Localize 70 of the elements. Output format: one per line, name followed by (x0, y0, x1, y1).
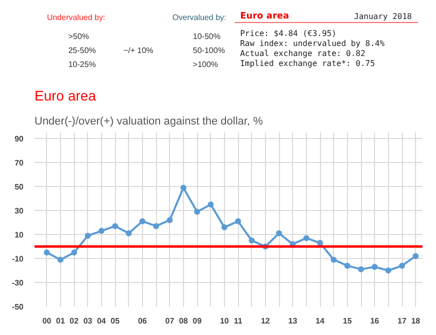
x-tick-label: 16 (370, 316, 380, 326)
point (98, 228, 104, 234)
point (71, 250, 78, 256)
text: Euro area (240, 12, 290, 22)
y-tick-label: 90 (14, 134, 24, 144)
point (317, 240, 324, 246)
point (372, 264, 378, 270)
y-tick-label: -50 (12, 302, 24, 312)
text: Implied exchange rate*: 0.75 (240, 59, 376, 68)
point (208, 202, 214, 208)
chart-title: Euro area (34, 88, 96, 104)
point (44, 250, 50, 256)
point (344, 262, 350, 269)
x-tick-label: 05 (110, 316, 120, 326)
x-tick-label: 08 (178, 316, 188, 326)
point (166, 217, 173, 224)
point (248, 238, 255, 244)
text: 50-100% (192, 46, 225, 55)
chart-subtitle: Under(-)/over(+) valuation against the dollar, % (34, 116, 264, 128)
text: 25-50% (68, 46, 96, 55)
x-tick-label: 02 (70, 316, 80, 326)
point (153, 223, 160, 230)
text: Raw index: undervalued by 8.4% (240, 39, 385, 48)
point (385, 268, 392, 274)
x-tick-label: 00 (42, 316, 52, 326)
point (412, 253, 419, 260)
point (126, 230, 132, 236)
x-tick-label: 10 (220, 316, 230, 326)
point (180, 184, 186, 191)
x-tick-label: 06 (138, 316, 148, 326)
x-tick-label: 15 (342, 316, 352, 326)
point (303, 235, 310, 242)
text: Actual exchange rate: 0.82 (240, 49, 366, 58)
y-tick-label: -30 (12, 278, 24, 288)
x-tick-label: 09 (192, 316, 202, 326)
x-tick-label: 01 (56, 316, 66, 326)
y-tick-label: 70 (14, 158, 24, 168)
point (84, 232, 91, 239)
y-tick-label: 10 (14, 230, 24, 240)
text: >50% (68, 32, 90, 41)
text: Price: $4.84 (€3.95) (240, 29, 336, 38)
x-tick-label: 18 (411, 316, 421, 326)
y-tick-label: 30 (14, 206, 24, 216)
x-tick-label: 03 (83, 316, 93, 326)
x-tick-label: 14 (316, 316, 326, 326)
text: Overvalued by: (172, 13, 226, 22)
x-tick-label: 04 (96, 316, 106, 326)
point (358, 266, 364, 272)
y-tick-label: 50 (14, 182, 24, 192)
x-tick-label: 12 (260, 316, 270, 326)
point (112, 223, 118, 230)
y-tick-label: -10 (12, 254, 24, 264)
x-tick-label: 11 (234, 316, 243, 326)
point (57, 256, 64, 263)
point (235, 218, 242, 224)
point (194, 208, 200, 215)
text: 10-50% (192, 32, 220, 41)
x-tick-label: 07 (165, 316, 175, 326)
x-tick-label: 17 (398, 316, 408, 326)
point (276, 230, 282, 236)
text: January 2018 (354, 12, 412, 21)
text: >100% (192, 60, 218, 69)
point (399, 262, 406, 269)
point (221, 224, 228, 230)
text: 10-25% (68, 60, 96, 69)
x-tick-label: 13 (288, 316, 298, 326)
point (139, 218, 146, 224)
point (330, 256, 337, 263)
text: −/+ 10% (123, 46, 154, 55)
text: Undervalued by: (46, 13, 106, 22)
